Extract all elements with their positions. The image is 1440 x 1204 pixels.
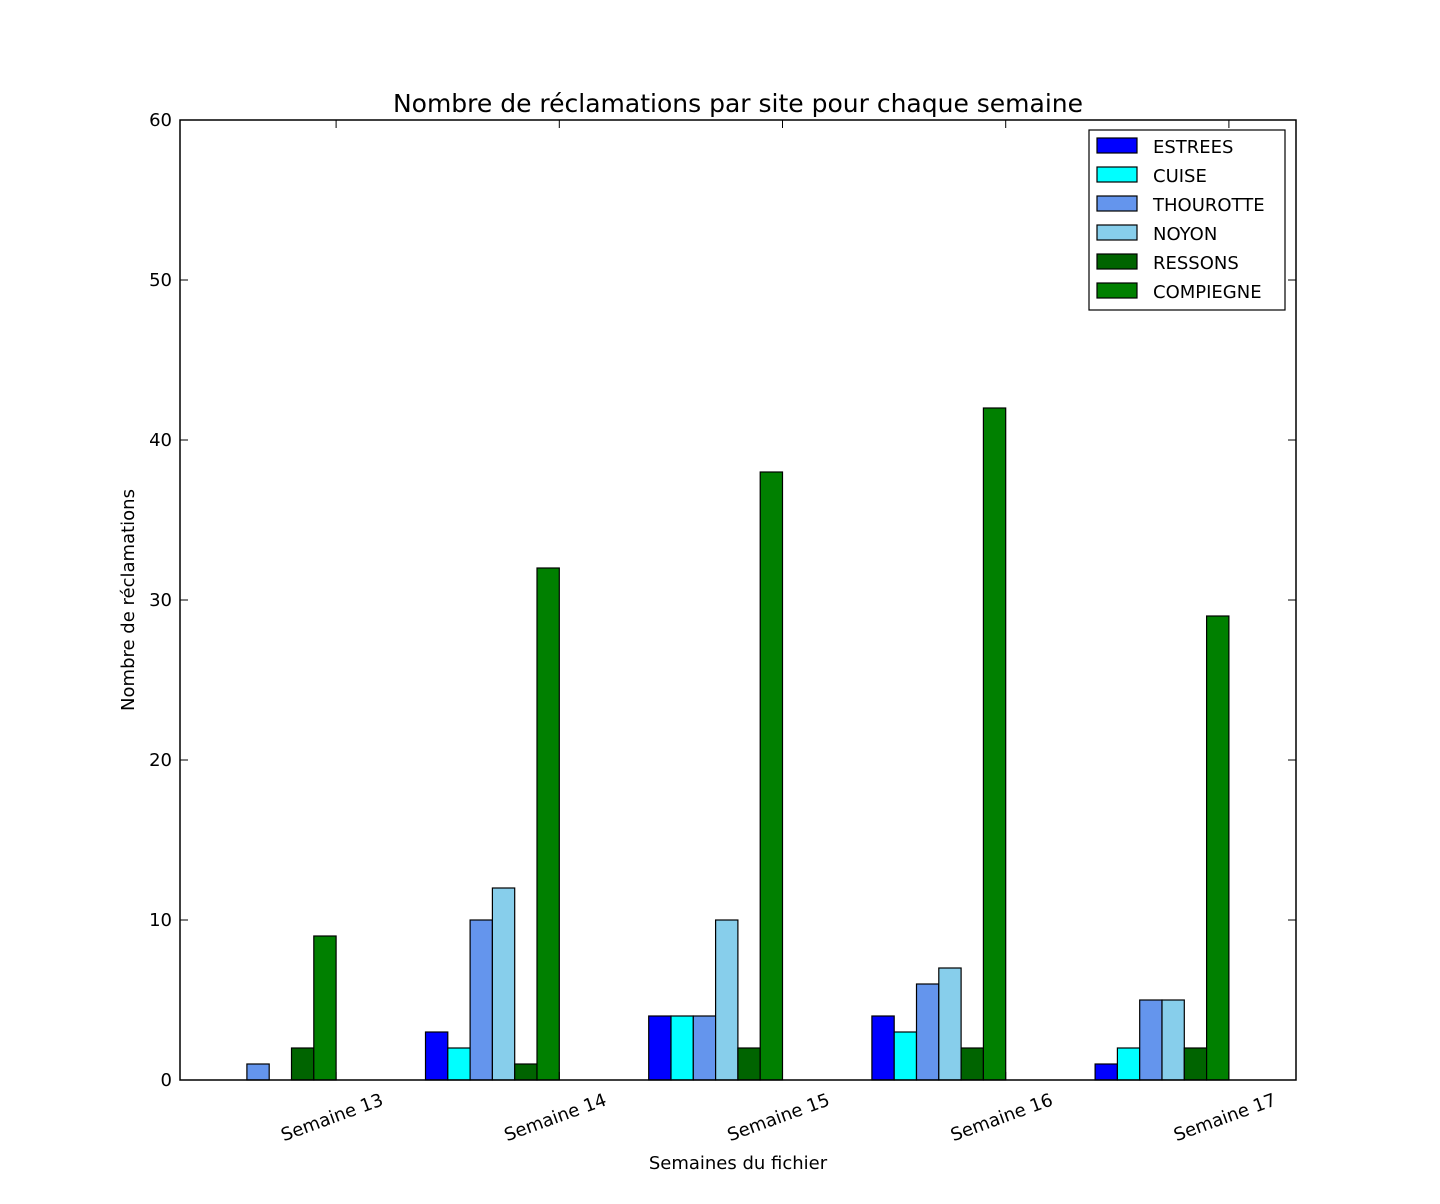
y-axis-ticks: 0 10 20 30 40 50 60 <box>149 110 1296 1091</box>
bar-ressons-1 <box>290 1047 315 1081</box>
bar-compiegne-2 <box>536 567 560 1081</box>
bar-noyon-3 <box>714 919 739 1081</box>
legend-swatch-estrees <box>1096 137 1138 154</box>
bar-thourotte-3 <box>692 1015 717 1081</box>
bar-cuise-4 <box>893 1031 918 1081</box>
bar-cuise-2 <box>447 1047 471 1081</box>
legend-label-ressons: RESSONS <box>1153 253 1239 274</box>
legend-label-compiegne: COMPIEGNE <box>1153 282 1262 303</box>
bar-ressons-3 <box>737 1047 761 1081</box>
bar-noyon-5 <box>1161 999 1185 1081</box>
bar-compiegne-1 <box>313 935 337 1081</box>
bar-compiegne-3 <box>759 471 784 1081</box>
bar-estrees-3 <box>648 1015 672 1081</box>
y-tick-label: 20 <box>149 750 172 771</box>
bar-estrees-2 <box>424 1031 449 1081</box>
legend-swatch-thourotte <box>1096 195 1138 212</box>
legend: ESTREES CUISE THOUROTTE NOYON RESSONS COMPIEG… <box>1088 129 1286 311</box>
legend-label-cuise: CUISE <box>1153 166 1207 187</box>
legend-swatch-ressons <box>1096 253 1138 270</box>
bar-thourotte-2 <box>469 919 494 1081</box>
bar-ressons-4 <box>960 1047 984 1081</box>
y-tick-label: 40 <box>149 430 172 451</box>
bar-thourotte-1 <box>246 1063 270 1081</box>
legend-swatch-cuise <box>1096 166 1138 183</box>
bar-compiegne-4 <box>982 407 1007 1081</box>
y-tick-label: 10 <box>149 910 172 931</box>
y-tick-label: 60 <box>149 110 172 131</box>
bar-thourotte-5 <box>1139 999 1163 1081</box>
x-axis-label: Semaines du fichier <box>649 1153 828 1174</box>
bar-ressons-5 <box>1183 1047 1208 1081</box>
bar-cuise-3 <box>670 1015 694 1081</box>
legend-label-estrees: ESTREES <box>1153 137 1233 158</box>
bar-noyon-4 <box>938 967 962 1081</box>
bar-compiegne-5 <box>1205 615 1230 1081</box>
bars-group <box>246 407 1230 1081</box>
bar-ressons-2 <box>514 1063 538 1081</box>
bar-noyon-2 <box>491 887 516 1081</box>
plot-frame <box>179 119 1297 1081</box>
y-tick-label: 50 <box>149 270 172 291</box>
chart-title: Nombre de réclamations par site pour cha… <box>393 89 1083 118</box>
bar-cuise-5 <box>1116 1047 1141 1081</box>
bar-estrees-4 <box>871 1015 895 1081</box>
legend-frame <box>1088 129 1286 311</box>
legend-swatch-compiegne <box>1096 282 1138 299</box>
legend-swatch-noyon <box>1096 224 1138 241</box>
y-tick-label: 0 <box>161 1070 172 1091</box>
bar-estrees-5 <box>1094 1063 1118 1081</box>
legend-label-thourotte: THOUROTTE <box>1152 195 1265 216</box>
bar-thourotte-4 <box>915 983 940 1081</box>
y-axis-label: Nombre de réclamations <box>118 489 139 711</box>
y-tick-label: 30 <box>149 590 172 611</box>
legend-label-noyon: NOYON <box>1153 224 1217 245</box>
